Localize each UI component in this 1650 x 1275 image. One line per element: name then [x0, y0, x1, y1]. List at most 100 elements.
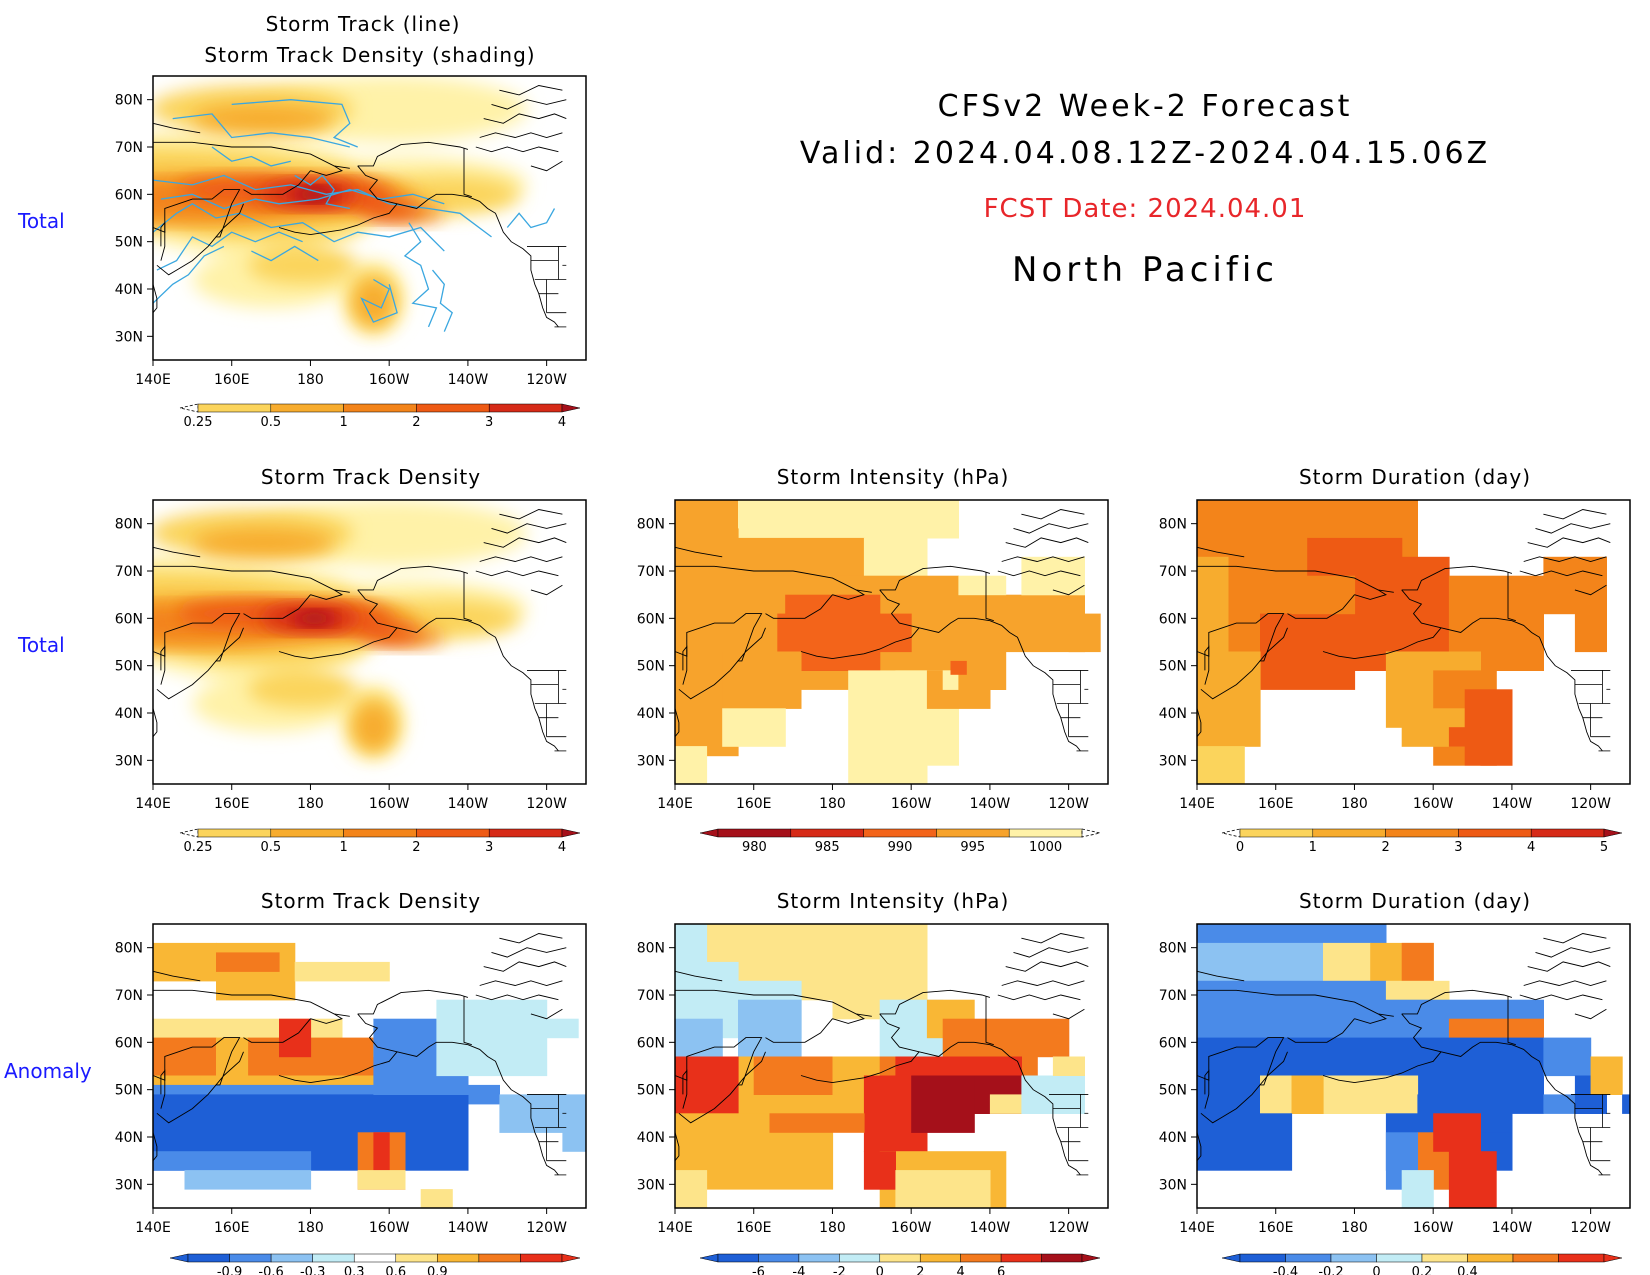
colorbar-label: 2: [916, 1265, 924, 1275]
coastline-segment: [997, 994, 1081, 1001]
map-frame: [1196, 499, 1631, 785]
grid-cell: [530, 1018, 579, 1039]
grid-cell: [1068, 613, 1101, 653]
colorbar-arrow-high: [561, 403, 581, 413]
coastline-segment: [357, 589, 559, 752]
grid-cell: [911, 1075, 975, 1133]
coastline-segment: [160, 1069, 166, 1109]
coastline-segment: [160, 645, 166, 685]
lat-tick-label: 30N: [115, 329, 143, 345]
coastline-segment: [1519, 570, 1603, 577]
coastline-segment: [675, 989, 872, 1017]
lat-tick-label: 50N: [637, 659, 665, 675]
coastline-segment: [879, 1013, 1081, 1176]
colorbar-label: -0.2: [1318, 1265, 1343, 1275]
coastline-segment: [1052, 584, 1085, 596]
coastline-segment: [682, 645, 688, 685]
coastline-segment: [1354, 589, 1387, 600]
grid-cell: [1197, 651, 1261, 747]
grid-cell: [294, 961, 359, 982]
colorbar-label: 4: [558, 415, 566, 430]
border-alaska-canada: [463, 996, 472, 1046]
panel-storm-track-lines: 80N 70N 60N 50N 40N 30N 140E 160E 180 160W 140W 120…: [115, 75, 587, 388]
row-label-total-top: Total: [17, 209, 65, 233]
grid-cell: [153, 1018, 343, 1039]
lat-tick-label: 50N: [637, 1083, 665, 1099]
coastline-segment: [1001, 556, 1085, 562]
lat-tick-label: 80N: [115, 517, 143, 533]
lon-tick-label: 140E: [1179, 1220, 1215, 1236]
density-blob: [353, 703, 394, 751]
coastline-segment: [243, 1018, 311, 1043]
lon-tick-label: 140E: [135, 796, 171, 812]
border-alaska-canada: [463, 572, 472, 622]
lon-tick-label: 180: [1341, 796, 1368, 812]
colorbar-swatch: [1421, 1253, 1468, 1263]
border-alaska-canada: [463, 148, 472, 198]
colorbar-density-top: 0.25 0.5 1 2 3 4: [179, 403, 581, 430]
colorbar-label: 1: [1309, 840, 1317, 855]
grid-cell: [753, 1056, 833, 1095]
coastline-segment: [1200, 1084, 1261, 1124]
coastline-segment: [499, 509, 563, 520]
panel-duration-anomaly: 80N 70N 60N 50N 40N 30N 140E 160E 180 160W 140W 120…: [1159, 923, 1631, 1236]
colorbar-swatch: [270, 403, 344, 413]
grid-cell: [1448, 1018, 1544, 1039]
coastline-segment: [879, 565, 991, 591]
lat-tick-label: 60N: [1159, 1035, 1187, 1051]
colorbar-swatch: [863, 828, 937, 838]
colorbar-label: 0.5: [260, 415, 281, 430]
coastline-segment: [483, 537, 567, 548]
coastline-segment: [879, 989, 991, 1015]
storm-track: [432, 269, 453, 332]
colorbar-label: 0.6: [385, 1265, 406, 1275]
colorbar-label: -0.4: [1273, 1265, 1298, 1275]
lat-tick-label: 70N: [115, 564, 143, 580]
coastline-segment: [674, 970, 723, 982]
coastline-segment: [1401, 989, 1513, 1015]
lon-tick-label: 160E: [1258, 796, 1294, 812]
coastline-segment: [491, 523, 567, 534]
colorbar-swatch: [229, 1253, 272, 1263]
coastline-segment: [152, 708, 158, 737]
colorbar-swatch: [1458, 828, 1532, 838]
coastline-segment: [1401, 1013, 1603, 1176]
colorbar-label: 980: [742, 840, 767, 855]
lon-tick-label: 140W: [970, 1220, 1011, 1236]
colorbar-intensity: 980 985 990 995 1000: [699, 828, 1101, 855]
coastline-segment: [1535, 523, 1611, 534]
grid-cell: [1291, 1075, 1324, 1114]
grid-cell: [1052, 1056, 1085, 1076]
border-alaska-canada: [1507, 572, 1516, 622]
storm-track: [231, 99, 358, 148]
colorbar-label: 985: [815, 840, 840, 855]
grid-cell: [738, 999, 802, 1058]
colorbar-label: -0.9: [217, 1265, 242, 1275]
grid-cell: [675, 500, 739, 529]
lat-tick-label: 80N: [637, 517, 665, 533]
grid-cell: [184, 1170, 312, 1190]
panel2-title: Storm Track Density: [261, 465, 481, 489]
lon-tick-label: 180: [297, 372, 324, 388]
coastline-segment: [879, 589, 1081, 752]
coastline-segment: [997, 570, 1081, 577]
lon-tick-label: 120W: [526, 796, 567, 812]
coastline-segment: [152, 189, 244, 238]
lon-tick-label: 140W: [970, 796, 1011, 812]
grid-cell: [738, 500, 959, 539]
panel-intensity-total: 80N 70N 60N 50N 40N 30N 140E 160E 180 160W 140W 120…: [637, 499, 1109, 812]
storm-track: [172, 113, 350, 148]
lon-tick-label: 160W: [891, 1220, 932, 1236]
storm-track: [360, 278, 398, 323]
lon-tick-label: 160W: [891, 796, 932, 812]
lat-tick-label: 40N: [1159, 706, 1187, 722]
storm-track: [153, 203, 445, 252]
density-blob: [192, 104, 335, 133]
density-level-6: [294, 186, 335, 202]
lon-tick-label: 160W: [369, 1220, 410, 1236]
colorbar-swatch: [1330, 1253, 1377, 1263]
colorbar-swatch: [1312, 828, 1386, 838]
grid-cell: [1448, 1151, 1497, 1208]
storm-track: [403, 222, 438, 328]
